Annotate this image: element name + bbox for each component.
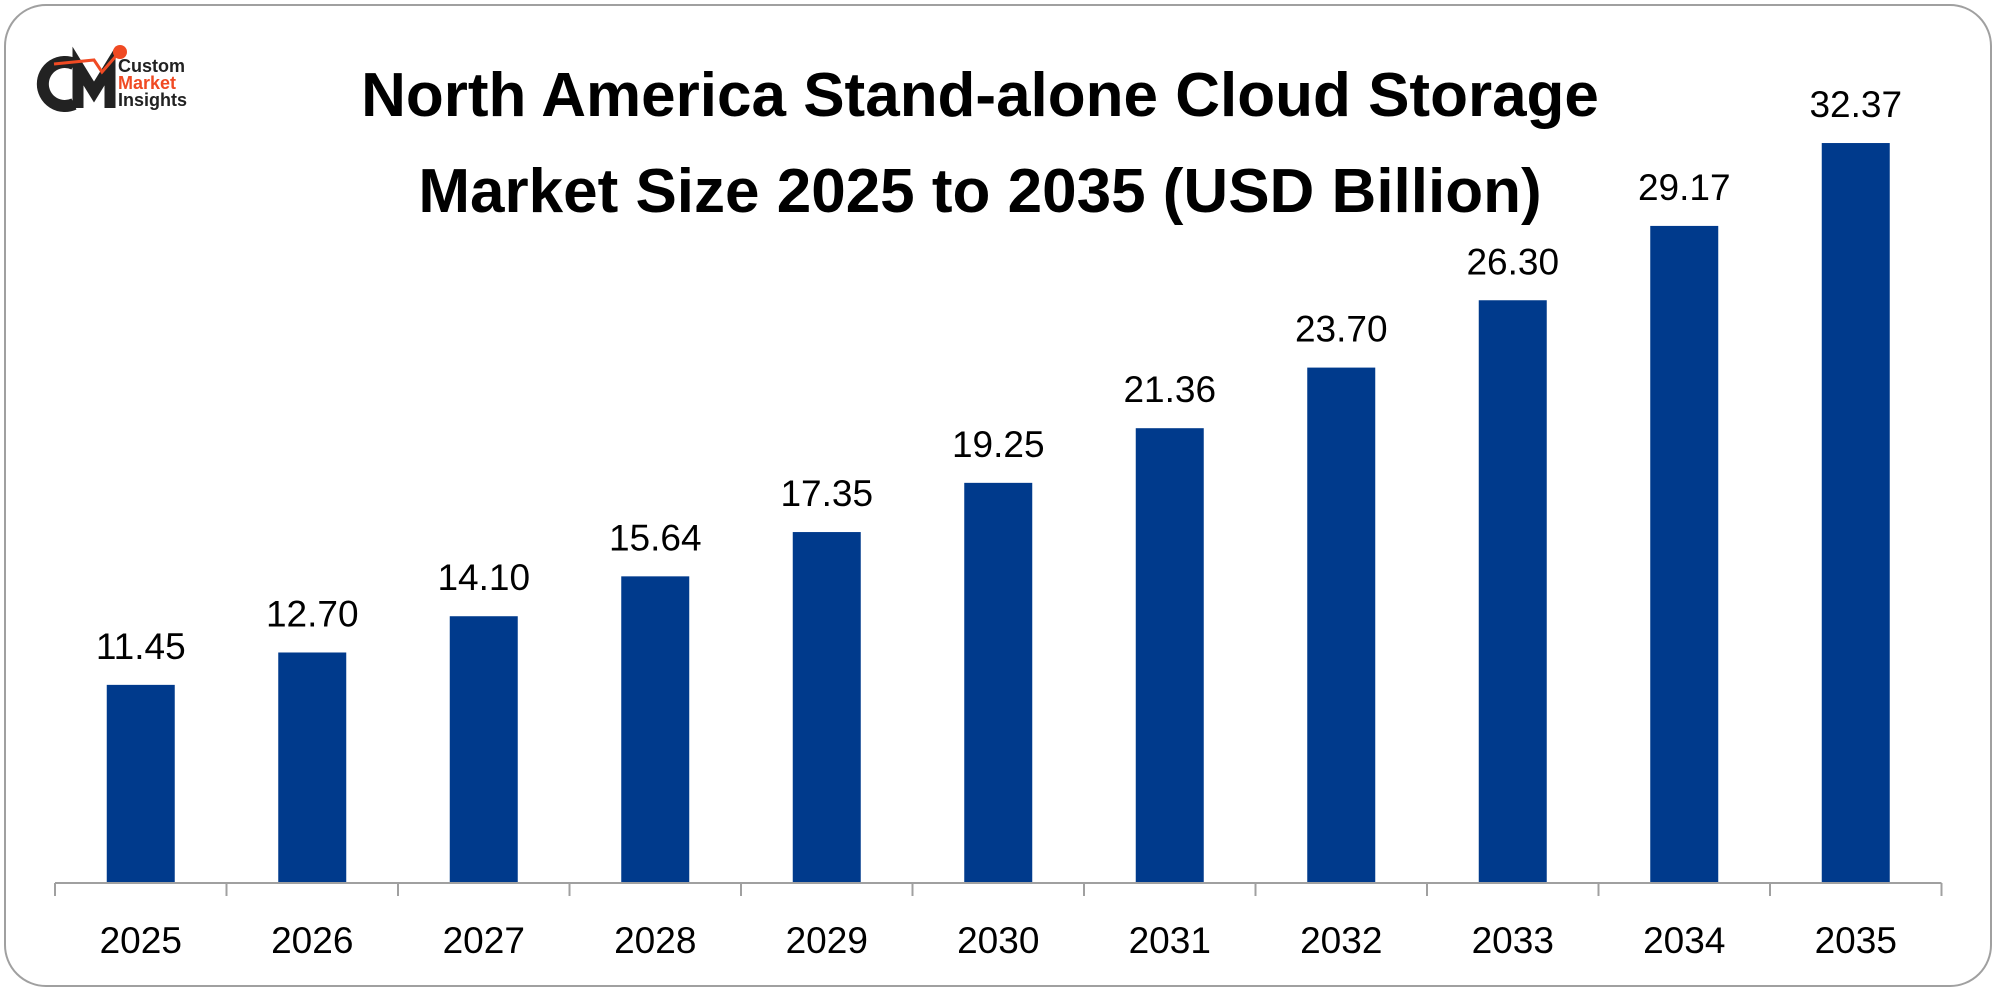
x-tick-label-2028: 2028 (614, 920, 696, 961)
data-label-2035: 32.37 (1809, 84, 1902, 125)
chart-title-line-1: North America Stand-alone Cloud Storage (361, 61, 1599, 130)
x-tick-label-2034: 2034 (1643, 920, 1725, 961)
chart-frame (4, 4, 1992, 987)
data-label-2031: 21.36 (1123, 369, 1216, 410)
data-label-2030: 19.25 (952, 424, 1045, 465)
data-label-2026: 12.70 (266, 593, 359, 634)
logo-text: Custom Market Insights (118, 56, 188, 110)
chart-title-line-2: Market Size 2025 to 2035 (USD Billion) (418, 157, 1542, 226)
x-tick-label-2035: 2035 (1815, 920, 1897, 961)
logo (34, 42, 204, 114)
x-tick-label-2033: 2033 (1472, 920, 1554, 961)
x-tick-label-2032: 2032 (1300, 920, 1382, 961)
data-label-2034: 29.17 (1638, 167, 1731, 208)
data-label-2029: 17.35 (780, 473, 873, 514)
data-label-2027: 14.10 (437, 557, 530, 598)
chart-title: North America Stand-alone Cloud Storage … (300, 48, 1660, 240)
logo-line-1: Custom (118, 56, 185, 76)
logo-mark-icon (36, 45, 127, 112)
bar-2029 (792, 532, 861, 883)
x-tick-label-2025: 2025 (100, 920, 182, 961)
data-label-2025: 11.45 (96, 626, 186, 667)
bar-2032 (1307, 367, 1376, 884)
logo-line-3: Insights (118, 90, 188, 110)
bar-2028 (621, 576, 690, 883)
logo-line-2: Market (118, 73, 177, 93)
bar-2027 (449, 616, 518, 883)
x-tick-label-2027: 2027 (443, 920, 525, 961)
data-label-2033: 26.30 (1466, 241, 1559, 282)
bar-2035 (1821, 143, 1890, 884)
bar-2033 (1478, 300, 1547, 883)
x-tick-label-2031: 2031 (1129, 920, 1211, 961)
data-label-2032: 23.70 (1295, 309, 1388, 350)
x-tick-label-2026: 2026 (271, 920, 353, 961)
bar-2030 (964, 482, 1033, 883)
data-label-2028: 15.64 (609, 517, 702, 558)
bar-2034 (1650, 225, 1719, 884)
x-tick-label-2029: 2029 (786, 920, 868, 961)
bar-2025 (106, 684, 175, 883)
x-tick-label-2030: 2030 (957, 920, 1039, 961)
bar-2026 (278, 652, 347, 883)
bar-2031 (1135, 428, 1204, 883)
